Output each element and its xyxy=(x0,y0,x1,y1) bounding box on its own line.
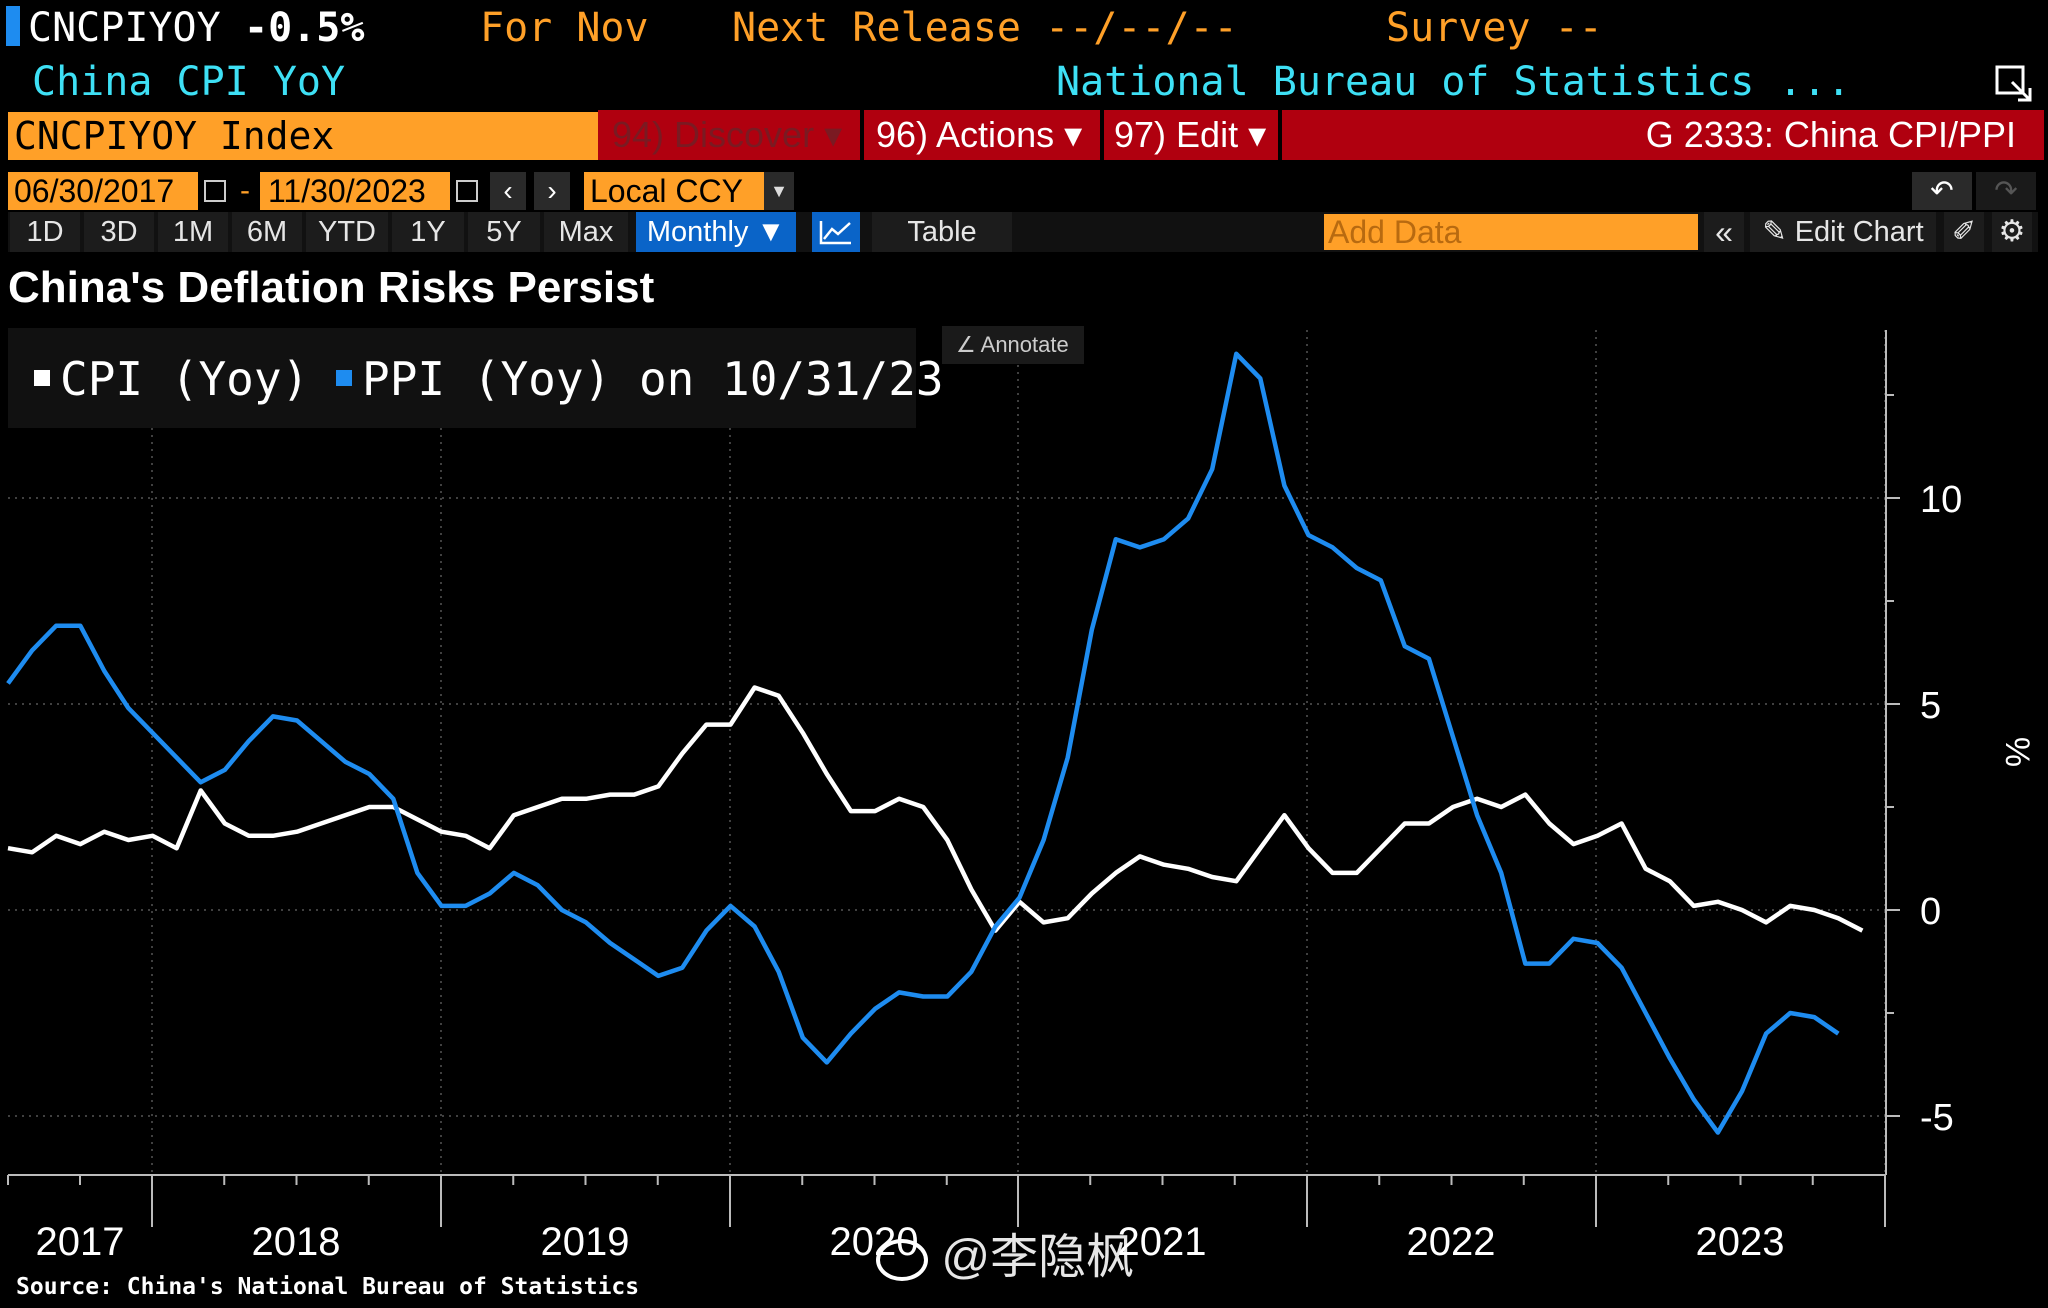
undo-button[interactable]: ↶ xyxy=(1912,172,1972,210)
next-release: Next Release --/--/-- xyxy=(732,5,1238,51)
prev-button[interactable]: ‹ xyxy=(490,172,526,210)
annotate-pencil-icon: ∠ xyxy=(956,332,976,357)
currency-dropdown-icon[interactable]: ▼ xyxy=(764,172,794,210)
watermark-text: @李隐枫 xyxy=(941,1231,1135,1284)
next-button[interactable]: › xyxy=(534,172,570,210)
menu-bar-red xyxy=(598,110,2044,160)
menu-edit-label: 97) Edit xyxy=(1114,114,1239,155)
security-field[interactable] xyxy=(8,112,598,160)
range-button-5y[interactable]: 5Y xyxy=(468,212,540,252)
y-tick-label-0: 0 xyxy=(1920,891,1941,933)
x-tick-label-2019: 2019 xyxy=(541,1220,630,1264)
range-button-6m[interactable]: 6M xyxy=(232,212,302,252)
periodicity-select[interactable]: Monthly ▼ xyxy=(636,212,796,252)
table-button[interactable]: Table xyxy=(872,212,1012,252)
date-separator: - xyxy=(240,174,250,207)
ticker-marker xyxy=(6,6,20,46)
menu-divider-3 xyxy=(1278,110,1282,160)
menu-divider-1 xyxy=(860,110,864,160)
pencil-icon: ✎ xyxy=(1762,216,1787,248)
start-calendar-icon[interactable] xyxy=(204,180,226,202)
range-button-1m[interactable]: 1M xyxy=(158,212,228,252)
redo-button[interactable]: ↷ xyxy=(1976,172,2036,210)
description: China CPI YoY xyxy=(32,59,346,105)
source-note: Source: China's National Bureau of Stati… xyxy=(16,1274,640,1300)
edit-settings-icon[interactable]: ✐ xyxy=(1944,212,1984,252)
y-tick-label-5: 5 xyxy=(1920,685,1941,727)
source-org: National Bureau of Statistics ... xyxy=(1056,59,1851,105)
end-calendar-icon[interactable] xyxy=(456,180,478,202)
chart-type-icon[interactable] xyxy=(812,212,860,252)
end-date: 11/30/2023 xyxy=(268,173,426,209)
collapse-icon[interactable]: « xyxy=(1704,212,1744,252)
legend-label-ppi: PPI (Yoy) on 10/31/23 xyxy=(362,352,944,406)
menu-discover-label: 94) Discover xyxy=(612,114,815,155)
menu-discover[interactable]: 94) Discover ▾ xyxy=(612,114,843,155)
legend-label-cpi: CPI (Yoy) xyxy=(60,352,310,406)
currency-label: Local CCY xyxy=(590,173,743,209)
range-button-ytd[interactable]: YTD xyxy=(306,212,388,252)
annotate-label: Annotate xyxy=(980,332,1069,357)
last-value: -0.5% xyxy=(244,5,365,51)
y-axis-label: % xyxy=(1998,737,2036,767)
series-line-cpi xyxy=(7,685,1864,933)
start-date-field[interactable] xyxy=(8,172,198,210)
legend-swatch-cpi xyxy=(34,370,50,386)
chart-title: China's Deflation Risks Persist xyxy=(8,263,655,312)
security-label: CNCPIYOY Index xyxy=(14,114,335,158)
x-tick-label-2021: 2021 xyxy=(1118,1220,1207,1264)
series-line-ppi xyxy=(6,351,1840,1135)
edit-chart-button[interactable]: ✎ Edit Chart xyxy=(1750,212,1936,252)
y-tick-label--5: -5 xyxy=(1920,1097,1954,1139)
range-button-1d[interactable]: 1D xyxy=(10,212,80,252)
range-button-3d[interactable]: 3D xyxy=(84,212,154,252)
period-label: For Nov xyxy=(480,5,649,51)
start-date: 06/30/2017 xyxy=(14,173,175,209)
menu-actions[interactable]: 96) Actions ▾ xyxy=(876,114,1083,155)
periodicity-label: Monthly xyxy=(646,216,749,248)
weibo-logo-icon xyxy=(876,1239,928,1282)
menu-divider-2 xyxy=(1100,110,1104,160)
edit-chart-label: Edit Chart xyxy=(1794,216,1924,248)
menu-actions-label: 96) Actions xyxy=(876,114,1055,155)
legend-box xyxy=(8,328,916,428)
x-tick-label-2023: 2023 xyxy=(1696,1220,1785,1264)
survey: Survey -- xyxy=(1386,5,1603,51)
end-date-field[interactable] xyxy=(260,172,450,210)
x-tick-label-2018: 2018 xyxy=(252,1220,341,1264)
range-button-max[interactable]: Max xyxy=(544,212,628,252)
range-button-1y[interactable]: 1Y xyxy=(392,212,464,252)
x-tick-label-2017: 2017 xyxy=(36,1220,125,1264)
x-tick-label-2022: 2022 xyxy=(1407,1220,1496,1264)
gear-icon[interactable]: ⚙ xyxy=(1992,212,2032,252)
currency-select[interactable] xyxy=(584,172,794,210)
y-tick-label-10: 10 xyxy=(1920,479,1962,521)
watermark: @李隐枫 xyxy=(876,1228,1134,1288)
function-title: G 2333: China CPI/PPI xyxy=(1645,114,2016,155)
add-data-field[interactable] xyxy=(1324,214,1698,250)
annotate-button[interactable]: ∠ Annotate xyxy=(942,326,1084,364)
add-data-placeholder: Add Data xyxy=(1328,214,1462,250)
menu-edit[interactable]: 97) Edit ▾ xyxy=(1114,114,1267,155)
popout-icon[interactable] xyxy=(1994,64,2034,104)
ticker: CNCPIYOY xyxy=(28,5,221,51)
legend-swatch-ppi xyxy=(336,370,352,386)
